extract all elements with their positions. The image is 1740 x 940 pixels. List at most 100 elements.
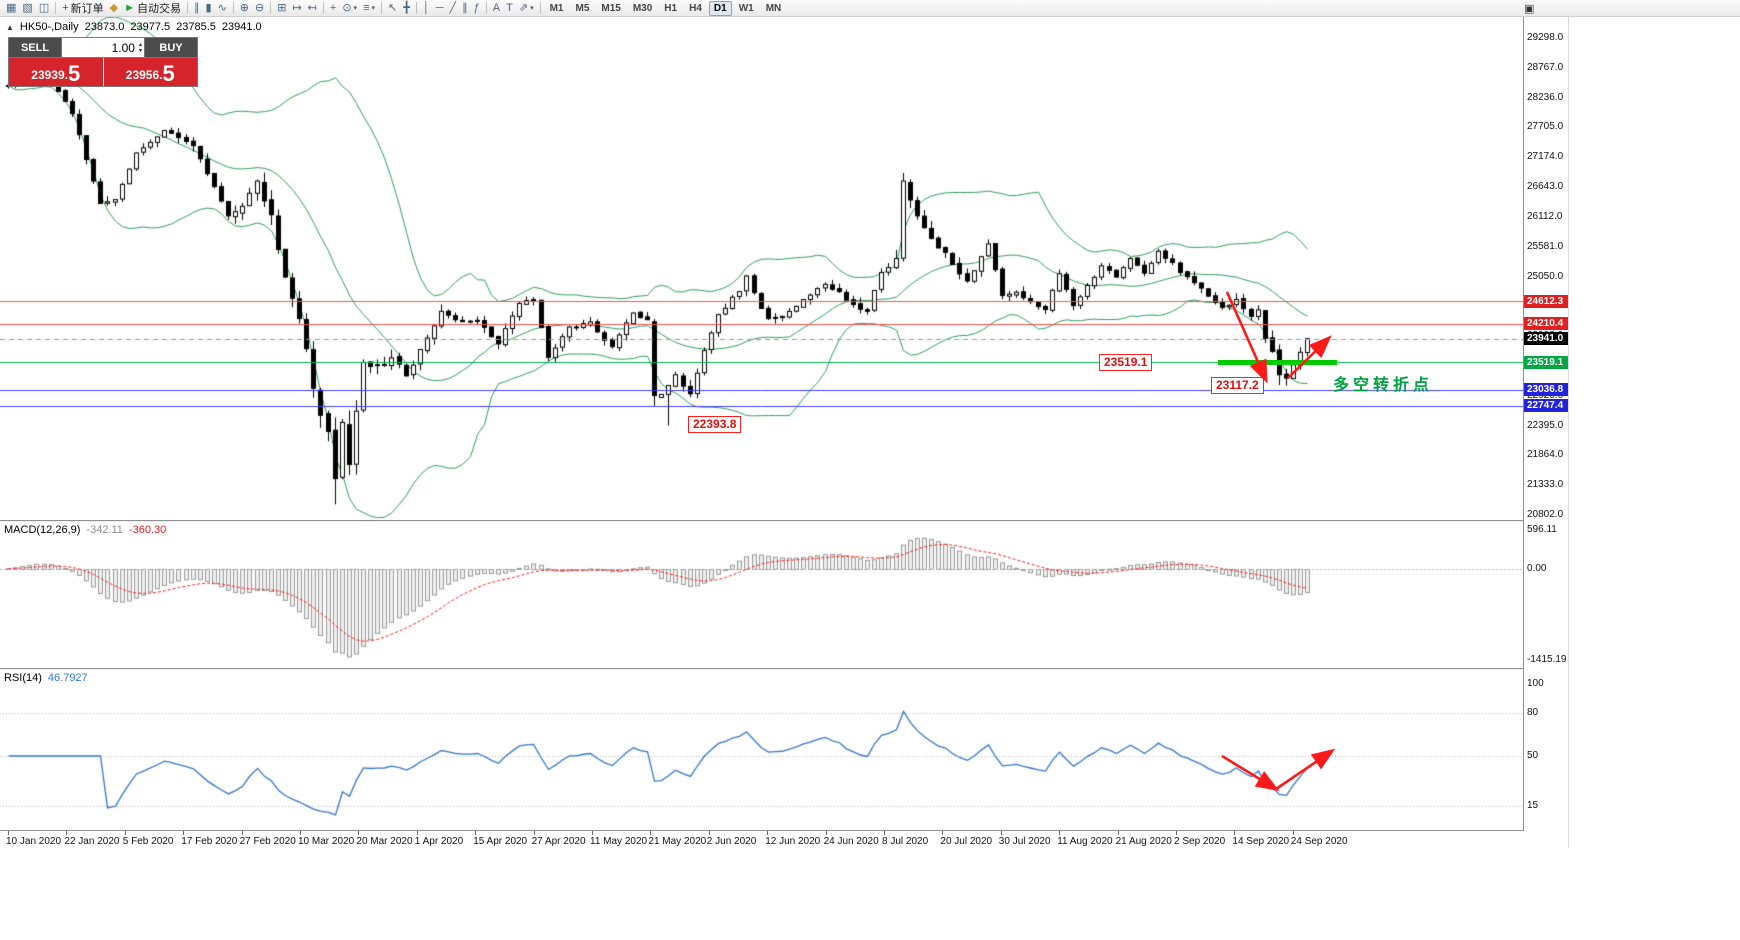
crosshair-button[interactable]: ╋ [400,1,413,16]
bar-chart-button[interactable]: ∥ [191,1,203,16]
bar-chart-icon: ∥ [194,1,200,14]
channel-button[interactable]: ∥ [459,1,471,16]
price-tick-label: 29298.0 [1527,31,1564,43]
autotrading-button[interactable]: ► 自动交易 [121,1,184,16]
toolbar-separator [55,2,57,14]
toolbar-separator [322,2,324,14]
time-tick [183,831,185,835]
price-marker[interactable]: 24612.3 [1524,294,1568,308]
rsi-indicator-canvas[interactable] [0,670,1523,830]
time-tick [358,831,360,835]
vertical-line-button[interactable]: │ [420,1,433,16]
macd-name: MACD(12,26,9) [4,524,81,536]
date-label: 20 Jul 2020 [940,836,993,847]
macd-panel-separator[interactable] [0,520,1568,522]
ohlc-high: 23977.5 [130,21,171,33]
timeframe-button-w1[interactable]: W1 [738,2,754,14]
date-label: 12 Jun 2020 [765,836,821,847]
price-marker[interactable]: 22747.4 [1524,399,1568,413]
rsi-scale-label: 80 [1527,706,1539,718]
price-tick-label: 27174.0 [1527,151,1564,163]
horizontal-line-button[interactable]: ─ [433,1,447,16]
vertical-line-icon: │ [422,1,430,14]
price-marker[interactable]: 23036.8 [1524,383,1568,397]
price-marker[interactable]: 24210.4 [1524,317,1568,331]
auto-scroll-button[interactable]: ↦ [289,1,304,16]
tile-windows-button[interactable]: ⊞ [274,1,289,16]
indicators-button[interactable]: + [327,1,339,16]
periods-button[interactable]: ⊙ ▾ [339,1,360,16]
price-marker[interactable]: 23941.0 [1524,332,1568,346]
label-button[interactable]: T [503,1,516,16]
main-chart-canvas[interactable] [0,17,1523,520]
time-tick [475,831,477,835]
time-axis[interactable]: 10 Jan 2020 22 Jan 2020 5 Feb 2020 17 Feb 2… [0,831,1568,848]
macd-label: MACD(12,26,9) -342.11 -360.30 [4,524,166,536]
buy-button[interactable]: BUY [145,38,197,57]
timeframe-button-m15[interactable]: M15 [601,2,621,14]
timeframe-button-h1[interactable]: H1 [664,2,678,14]
zoom-in-button[interactable]: ⊕ [237,1,252,16]
fibonacci-button[interactable]: ƒ [471,1,483,16]
date-label: 21 Aug 2020 [1115,836,1172,847]
macd-indicator-canvas[interactable] [0,522,1523,668]
timeframe-button-h4[interactable]: H4 [689,2,702,14]
chart-shift-button[interactable]: ↤ [305,1,320,16]
volume-increase-arrow[interactable]: ▴ [138,41,142,48]
timeframe-button-d1[interactable]: D1 [708,0,732,16]
candlestick-button[interactable]: ▮ [203,1,215,16]
time-tick [533,831,535,835]
toolbar-overflow-button[interactable]: ▣ [1524,3,1535,15]
macd-scale-label: -1415.19 [1527,654,1567,666]
timeframe-button-m1[interactable]: M1 [549,2,564,14]
price-tick-label: 27705.0 [1527,121,1564,133]
text-button[interactable]: A [490,1,503,16]
new-chart-button[interactable]: ▦ [3,1,19,16]
date-label: 1 Apr 2020 [414,836,464,847]
price-scale-border [1523,17,1524,848]
new-order-button[interactable]: + 新订单 [59,1,106,16]
trendline-button[interactable]: ╱ [447,1,460,16]
metaeditor-button[interactable]: ◆ [107,1,121,16]
label-icon: T [506,1,513,14]
time-tick [708,831,710,835]
sell-price-button[interactable]: 23939. 5 [9,58,103,86]
date-label: 17 Feb 2020 [181,836,238,847]
templates-button[interactable]: ≡ ▾ [360,1,378,16]
tile-windows-icon: ⊞ [277,1,287,14]
rsi-label: RSI(14) 46.7927 [4,672,88,684]
volume-input[interactable]: 1.00 ▴ ▾ [61,38,145,57]
timeframe-button-mn[interactable]: MN [765,2,782,14]
autotrading-button-label: 自动交易 [137,3,182,15]
timeframe-button-m30[interactable]: M30 [632,2,653,14]
cursor-button[interactable]: ↖ [385,1,400,16]
cursor-icon: ↖ [388,1,398,14]
one-click-collapse-toggle[interactable]: ▲ [6,22,14,32]
time-tick [1292,831,1294,835]
sell-button[interactable]: SELL [9,38,61,57]
market-watch-button[interactable]: ◫ [36,1,52,16]
arrows-button[interactable]: ⇗ ▾ [516,1,537,16]
toolbar-separator [415,2,417,14]
time-tick [1176,831,1177,835]
time-tick [66,831,68,835]
rsi-panel-separator[interactable] [0,668,1568,670]
price-scale[interactable]: 29298.0 28767.0 28236.0 27705.0 27174.0 26643… [1524,0,1568,848]
zoom-out-button[interactable]: ⊖ [252,1,267,16]
new-order-button-label: 新订单 [70,3,104,15]
macd-main-value: -342.11 [86,524,123,536]
date-label: 8 Jul 2020 [882,836,929,847]
text-icon: A [492,1,501,14]
crosshair-icon: ╋ [403,1,410,14]
price-tick-label: 22395.0 [1527,419,1564,431]
date-label: 5 Feb 2020 [122,836,174,847]
channel-icon: ∥ [462,1,468,14]
volume-decrease-arrow[interactable]: ▾ [138,47,142,54]
sell-price-value: 23939. [31,68,68,82]
timeframe-button-m5[interactable]: M5 [575,2,590,14]
profiles-button[interactable]: ▧ [19,1,35,16]
chart-shift-icon: ↤ [307,1,317,14]
line-chart-button[interactable]: ∿ [215,1,230,16]
buy-price-button[interactable]: 23956. 5 [102,58,197,86]
price-marker[interactable]: 23519.1 [1524,355,1568,369]
